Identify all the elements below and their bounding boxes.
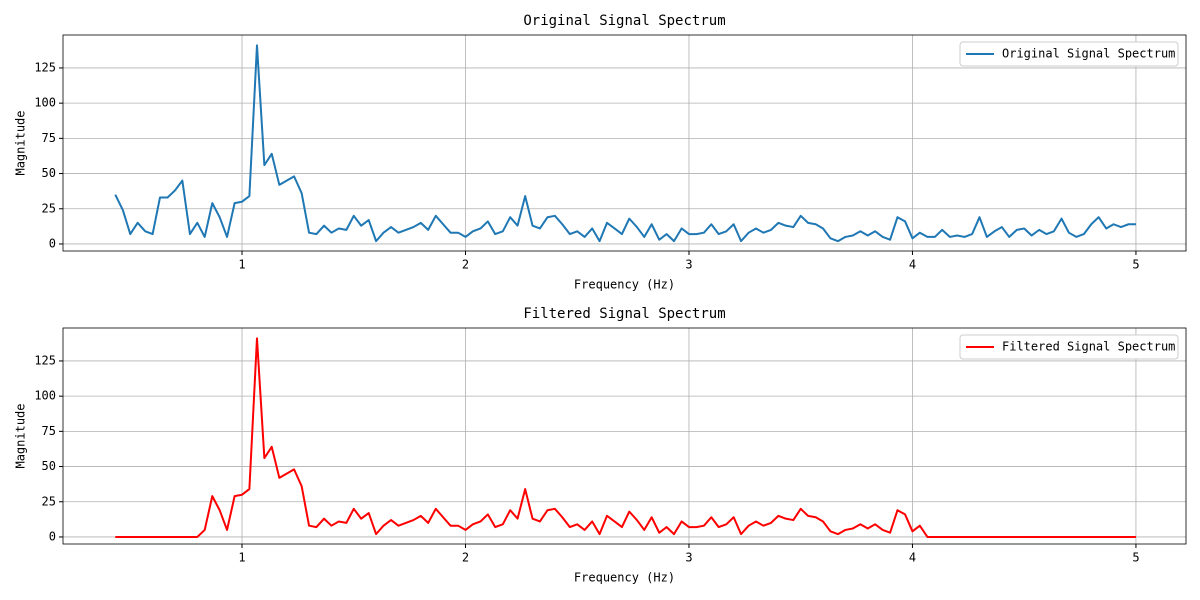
- x-tick-label: 2: [462, 551, 469, 565]
- x-tick-label: 5: [1132, 551, 1139, 565]
- x-tick-label: 5: [1132, 258, 1139, 272]
- x-tick-label: 4: [909, 258, 916, 272]
- legend-label: Filtered Signal Spectrum: [1002, 340, 1175, 354]
- y-tick-label: 50: [42, 459, 56, 473]
- plot-area: [63, 35, 1186, 251]
- x-tick-label: 2: [462, 258, 469, 272]
- x-tick-label: 3: [685, 551, 692, 565]
- y-tick-label: 25: [42, 494, 56, 508]
- chart-title: Filtered Signal Spectrum: [523, 306, 725, 322]
- x-tick-label: 1: [238, 551, 245, 565]
- legend-box: [959, 41, 1179, 67]
- chart-title: Original Signal Spectrum: [523, 13, 725, 29]
- x-axis-label: Frequency (Hz): [574, 571, 675, 585]
- x-axis-label: Frequency (Hz): [574, 278, 675, 292]
- y-axis-label: Magnitude: [14, 110, 28, 175]
- x-tick-label: 3: [685, 258, 692, 272]
- y-tick-label: 125: [34, 60, 56, 74]
- x-tick-label: 4: [909, 551, 916, 565]
- series-line: [114, 44, 1136, 243]
- y-tick-label: 75: [42, 131, 56, 145]
- plot-area: [63, 328, 1186, 544]
- y-tick-label: 0: [49, 236, 56, 250]
- legend: Filtered Signal Spectrum: [959, 334, 1179, 360]
- y-tick-label: 125: [34, 353, 56, 367]
- x-tick-label: 1: [238, 258, 245, 272]
- y-tick-label: 100: [34, 96, 56, 110]
- axes-frame: [62, 327, 1187, 545]
- y-tick-label: 100: [34, 389, 56, 403]
- legend-box: [959, 334, 1179, 360]
- legend-label: Original Signal Spectrum: [1002, 47, 1175, 61]
- y-axis-label: Magnitude: [14, 403, 28, 468]
- axes-frame: [62, 34, 1187, 252]
- legend: Original Signal Spectrum: [959, 41, 1179, 67]
- series-line: [115, 337, 1136, 538]
- y-tick-label: 50: [42, 166, 56, 180]
- y-tick-label: 25: [42, 201, 56, 215]
- y-tick-label: 0: [49, 529, 56, 543]
- y-tick-label: 75: [42, 424, 56, 438]
